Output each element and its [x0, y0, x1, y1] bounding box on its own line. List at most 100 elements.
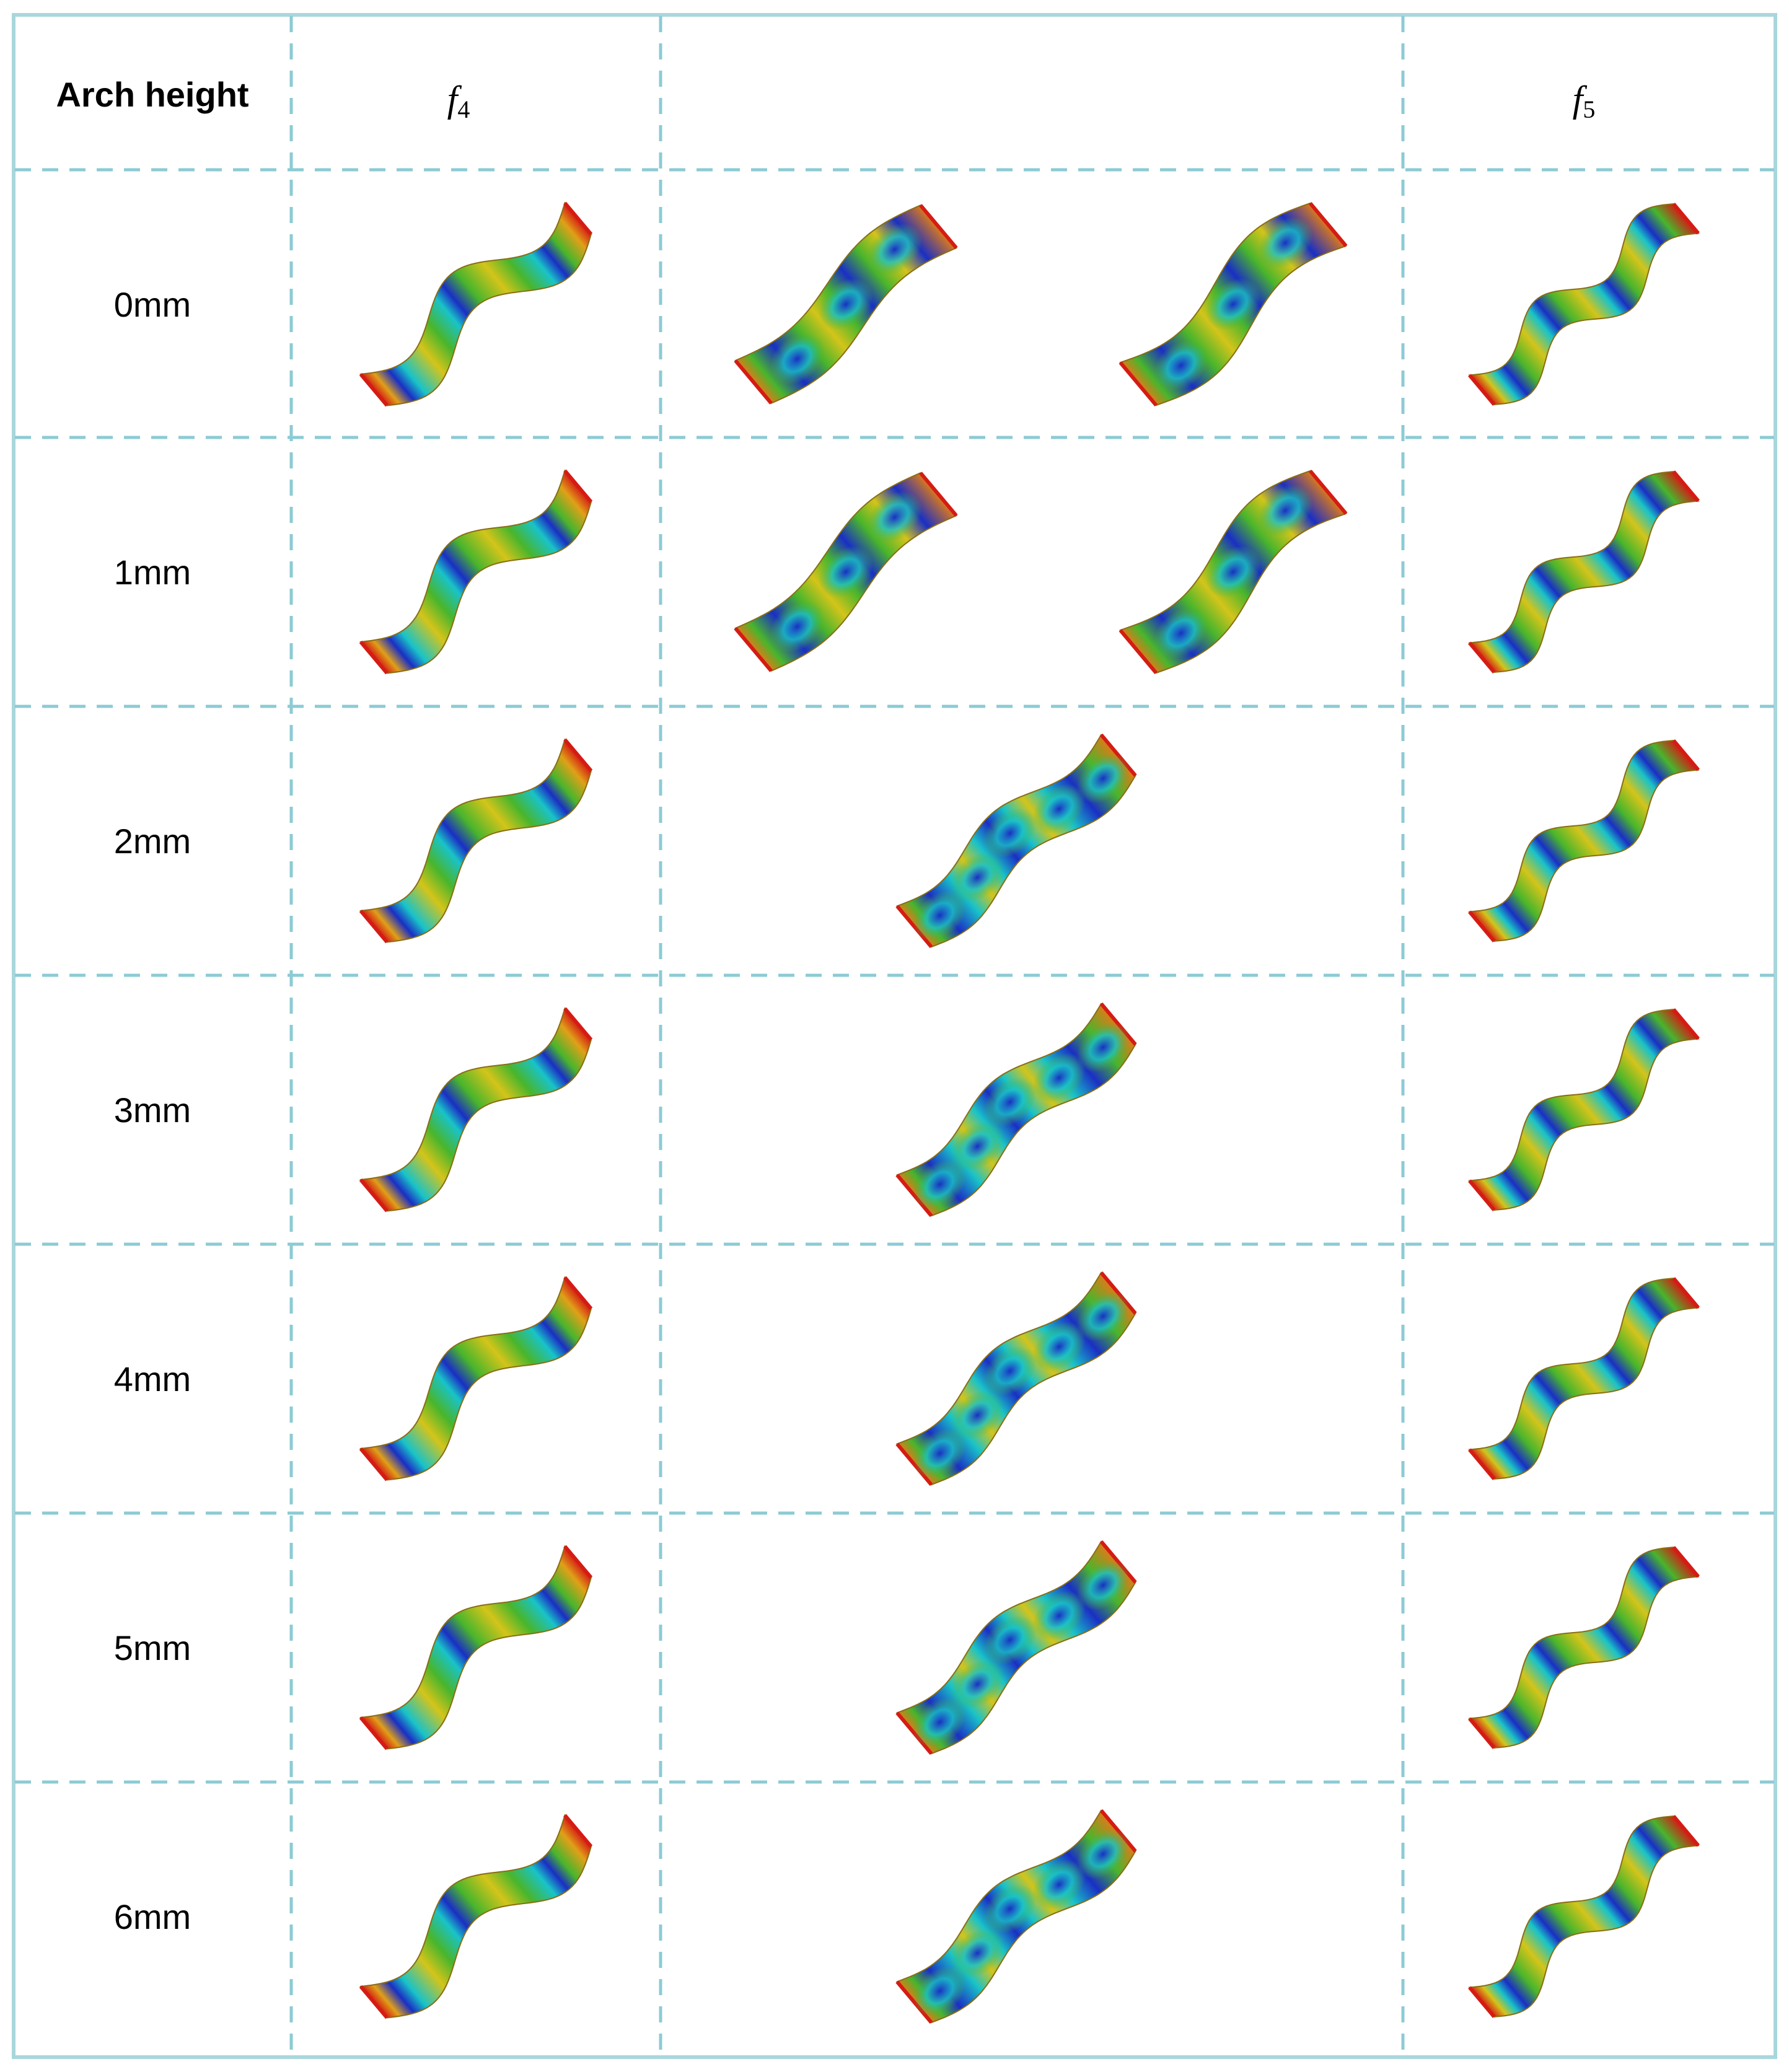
row-label-arch-height: 1mm	[114, 553, 191, 592]
mode-shape-middle-node-spot	[983, 808, 1037, 858]
mode-shape-middle-a-node-spot	[769, 600, 825, 653]
mode-shape-f5-edge-right	[1672, 1815, 1700, 1847]
mode-shape-middle-node-spot	[983, 1077, 1037, 1127]
mode-shape-middle-b	[1119, 202, 1348, 406]
mode-shape-middle-b	[1119, 470, 1348, 674]
mode-shape-f4-edge-right	[563, 1276, 593, 1310]
mode-shape-f5	[1468, 203, 1700, 406]
mode-shape-middle-a-node-spot	[867, 491, 923, 543]
row-label-arch-height: 2mm	[114, 822, 191, 861]
column-dividers	[289, 16, 1405, 2056]
mode-shape-f4-edge-left	[359, 372, 389, 407]
row-label-arch-height: 3mm	[114, 1091, 191, 1130]
header-f4: f4	[447, 79, 470, 123]
mode-shape-middle-b-edge-right	[1308, 202, 1348, 247]
mode-shape-middle-node-spot	[951, 1928, 1004, 1978]
header-f5: f5	[1573, 79, 1596, 123]
mode-shape-middle-b-node-spot	[1205, 278, 1261, 331]
mode-shape-f5	[1468, 470, 1700, 674]
mode-shape-f5-edge-right	[1672, 203, 1700, 235]
mode-shape-middle-node-spot	[983, 1615, 1037, 1665]
mode-shape-f4-edge-right	[563, 1007, 593, 1042]
mode-shape-f4-edge-right	[563, 1545, 593, 1579]
mode-shape-f5-surface	[1468, 740, 1700, 942]
mode-shape-middle-b-edge-left	[1119, 629, 1158, 674]
mode-shape-f4-surface	[359, 1545, 592, 1750]
mode-shape-f4-edge-left	[359, 640, 389, 675]
mode-shape-middle-node-spot	[913, 1428, 967, 1478]
mode-shape-middle-node-spot	[1076, 1022, 1130, 1073]
mode-shape-f5-edge-right	[1672, 739, 1700, 771]
mode-shape-middle	[895, 1002, 1137, 1218]
mode-shape-f5-surface	[1468, 1815, 1700, 2017]
mode-shape-middle-b-node-spot	[1153, 339, 1209, 392]
mode-shape-f4	[359, 738, 593, 944]
row-label-arch-height: 0mm	[114, 285, 191, 324]
table-row: 2mm	[114, 733, 1700, 949]
table-header: Arch height f4 f5	[56, 75, 1595, 123]
mode-shape-middle-a-edge-right	[919, 204, 958, 250]
mode-shape-f4-surface	[359, 1814, 592, 2019]
mode-shape-middle-node-spot	[983, 1346, 1037, 1396]
mode-shape-f4	[359, 201, 593, 407]
mode-shape-middle-b-node-spot	[1257, 216, 1313, 270]
mode-shape-middle	[895, 1540, 1137, 1755]
mode-shape-f5-surface	[1468, 471, 1700, 673]
mode-shape-f4	[359, 1007, 593, 1213]
mode-shape-f5	[1468, 1815, 1700, 2018]
mode-shape-f4-edge-right	[563, 738, 593, 773]
mode-shape-f5-edge-right	[1672, 1546, 1700, 1578]
mode-shape-middle-b-node-spot	[1153, 607, 1209, 660]
mode-shape-f4-edge-left	[359, 1716, 389, 1750]
mode-shape-f5-edge-right	[1672, 1277, 1700, 1309]
mode-shape-f5-edge-right	[1672, 470, 1700, 503]
mode-shape-f5-edge-left	[1468, 1448, 1496, 1480]
mode-shape-middle-node-spot	[913, 1697, 967, 1747]
mode-shape-f4-edge-right	[563, 201, 593, 236]
mode-shape-f4-edge-left	[359, 1447, 389, 1482]
mode-shape-f4-surface	[359, 1276, 592, 1481]
mode-shape-middle-node-spot	[983, 1884, 1037, 1934]
mode-shape-f4-edge-left	[359, 909, 389, 944]
table-row: 0mm	[114, 201, 1700, 407]
table-row: 1mm	[114, 469, 1700, 675]
mode-shape-f5-surface	[1468, 1009, 1700, 1211]
mode-shape-middle-node-spot	[1032, 1859, 1086, 1910]
mode-shape-f5	[1468, 1008, 1700, 1211]
mode-shape-middle-node-spot	[1076, 1829, 1130, 1879]
row-label-arch-height: 5mm	[114, 1628, 191, 1667]
row-label-arch-height: 4mm	[114, 1359, 191, 1398]
mode-shape-middle-node-spot	[1032, 1591, 1086, 1641]
mode-shape-middle-node-spot	[951, 852, 1004, 903]
mode-shape-middle-b-node-spot	[1205, 545, 1261, 599]
mode-shape-f4-edge-left	[359, 1985, 389, 2019]
mode-shape-f5-edge-right	[1672, 1008, 1700, 1040]
table-grid	[12, 13, 1777, 2059]
mode-shape-f5	[1468, 1546, 1700, 1749]
mode-shape-middle-node-spot	[913, 1966, 967, 2016]
mode-shape-middle-a-edge-right	[919, 472, 958, 517]
mode-shape-middle-node-spot	[1032, 784, 1086, 834]
mode-shape-f5	[1468, 739, 1700, 942]
table-row: 3mm	[114, 1002, 1700, 1218]
table-row: 4mm	[114, 1271, 1700, 1486]
row-dividers	[15, 168, 1774, 1784]
mode-shape-middle-b-edge-right	[1308, 470, 1348, 515]
mode-shape-middle-a-node-spot	[769, 333, 825, 385]
mode-shape-middle-a	[734, 204, 958, 405]
mode-shape-f4-surface	[359, 1007, 592, 1212]
mode-shape-f4	[359, 1545, 593, 1750]
mode-shape-f5-surface	[1468, 1278, 1700, 1480]
mode-shape-middle-b-node-spot	[1257, 484, 1313, 537]
mode-shape-middle-a-node-spot	[818, 278, 874, 331]
mode-shape-f4	[359, 469, 593, 675]
table-border	[12, 13, 1777, 2059]
table-row: 5mm	[114, 1540, 1700, 1755]
mode-shape-middle	[895, 733, 1137, 949]
mode-shape-middle-node-spot	[951, 1390, 1004, 1441]
mode-shape-middle-node-spot	[1076, 1560, 1130, 1610]
table-rows: 0mm 1mm 2mm 3mm 4mm 5mm 6mm	[114, 201, 1700, 2024]
mode-shape-f4-edge-right	[563, 469, 593, 504]
mode-shape-f4-edge-right	[563, 1814, 593, 1848]
mode-shape-middle-node-spot	[913, 890, 967, 941]
